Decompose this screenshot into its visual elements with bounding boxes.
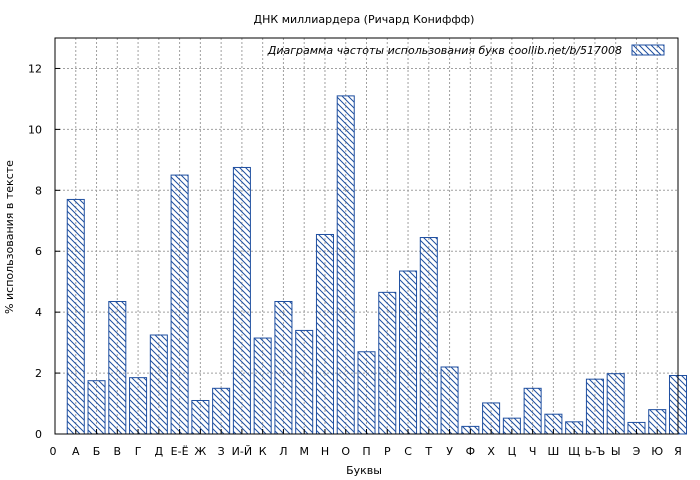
x-tick-label: Л	[279, 445, 287, 458]
x-tick-label: Ж	[194, 445, 206, 458]
bar	[66, 198, 85, 435]
bar	[399, 270, 418, 435]
x-tick-label: Н	[321, 445, 329, 458]
x-tick-label: Е-Ё	[171, 445, 189, 458]
x-tick-label: П	[362, 445, 370, 458]
bar	[357, 351, 376, 435]
x-tick-label: Э	[633, 445, 641, 458]
x-tick-label: Ф	[466, 445, 475, 458]
x-tick-label: С	[404, 445, 412, 458]
x-tick-label: 0	[50, 445, 57, 458]
bar	[315, 233, 334, 435]
y-axis-label: % использования в тексте	[3, 160, 16, 314]
x-tick-label: И-Й	[232, 445, 252, 458]
bar	[378, 291, 397, 435]
x-axis-ticks: 0 А Б В Г Д Е-Ё Ж З И-Й К Л М Н О П Р С Т У Ф Х Ц Ч Ш Щ Ь-Ъ Ы Э Ю Я	[50, 429, 682, 458]
bar	[585, 378, 604, 435]
y-tick-label: 8	[35, 184, 42, 197]
bar	[606, 373, 625, 435]
x-tick-label: Ы	[611, 445, 621, 458]
bar	[419, 237, 438, 435]
x-tick-label: В	[114, 445, 122, 458]
x-tick-label: М	[299, 445, 309, 458]
y-tick-label: 10	[28, 123, 42, 136]
bar	[253, 337, 272, 435]
x-tick-label: Х	[487, 445, 495, 458]
bar	[232, 166, 251, 435]
bar	[108, 300, 127, 435]
x-tick-label: А	[72, 445, 80, 458]
x-tick-label: Ц	[508, 445, 517, 458]
x-tick-label: К	[259, 445, 267, 458]
bar	[87, 380, 106, 435]
x-tick-label: Ю	[651, 445, 663, 458]
bar	[274, 300, 293, 435]
legend: Диаграмма частоты использования букв coo…	[267, 44, 665, 57]
bar	[170, 174, 189, 435]
x-tick-label: Ш	[548, 445, 560, 458]
bar	[191, 399, 210, 435]
bar	[129, 377, 148, 435]
bar	[295, 329, 314, 435]
x-tick-label: У	[446, 445, 453, 458]
bar	[336, 95, 355, 435]
bar	[212, 387, 231, 435]
y-tick-label: 0	[35, 428, 42, 441]
x-tick-label: Я	[674, 445, 682, 458]
bar	[149, 334, 168, 435]
bar	[523, 387, 542, 435]
chart-title: ДНК миллиардера (Ричард Кониффф)	[254, 13, 475, 26]
y-tick-label: 6	[35, 245, 42, 258]
x-tick-label: О	[341, 445, 350, 458]
y-tick-label: 2	[35, 367, 42, 380]
x-tick-label: Т	[424, 445, 432, 458]
x-tick-label: Д	[155, 445, 164, 458]
y-tick-label: 12	[28, 62, 42, 75]
x-tick-label: Г	[135, 445, 142, 458]
x-tick-label: З	[218, 445, 225, 458]
x-axis-label: Буквы	[346, 464, 382, 477]
x-tick-label: Ь-Ъ	[585, 445, 606, 458]
y-axis-ticks: 0 2 4 6 8 10 12	[28, 62, 60, 441]
bar	[440, 366, 459, 435]
x-tick-label: Р	[384, 445, 391, 458]
legend-swatch	[631, 44, 665, 56]
x-tick-label: Щ	[568, 445, 580, 458]
y-tick-label: 4	[35, 306, 42, 319]
legend-label: Диаграмма частоты использования букв coo…	[267, 44, 622, 57]
x-tick-label: Б	[93, 445, 101, 458]
bars	[66, 95, 688, 435]
x-tick-label: Ч	[529, 445, 537, 458]
